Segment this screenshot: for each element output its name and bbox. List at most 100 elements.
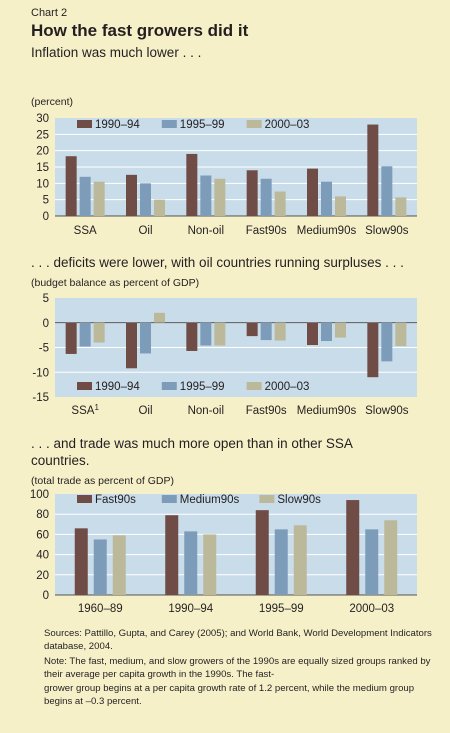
bar xyxy=(126,322,137,369)
panel1-unit-label: (percent) xyxy=(31,96,74,108)
x-tick-label: Fast90s xyxy=(246,405,287,417)
trade-openness-chart: 0 20 40 60 80 100 1960–89 1990–94 1995–99 2000–03… xyxy=(30,489,417,615)
bar xyxy=(395,322,407,347)
legend-swatch xyxy=(77,382,92,390)
bar xyxy=(214,178,226,216)
y-tick-label: -10 xyxy=(32,367,49,379)
legend-swatch xyxy=(77,120,92,128)
legend-swatch xyxy=(161,382,177,390)
bar xyxy=(293,525,307,595)
y-tick-label: 10 xyxy=(36,178,49,190)
y-tick-label: 15 xyxy=(36,162,49,174)
bar xyxy=(112,535,126,595)
y-tick-label: 5 xyxy=(43,195,49,207)
legend-swatch xyxy=(161,120,177,128)
y-tick-label: -15 xyxy=(32,392,49,404)
bar xyxy=(93,539,107,595)
page-title: How the fast growers did it xyxy=(31,21,249,40)
y-tick-label: 20 xyxy=(36,146,49,158)
x-tick-label: Non-oil xyxy=(188,225,224,237)
legend-label: 2000–03 xyxy=(265,381,310,393)
bar xyxy=(335,196,346,216)
y-tick-label: 5 xyxy=(43,293,49,305)
bar xyxy=(184,531,198,595)
budget-balance-chart: -15 -10 -5 0 5 SSA1 Oil Non-oil Fast90s Medium90s… xyxy=(32,293,417,417)
x-tick-label: 1990–94 xyxy=(168,603,213,615)
bar xyxy=(126,174,137,216)
plot-area xyxy=(55,494,417,595)
panel1-subtitle: Inflation was much lower . . . xyxy=(31,45,202,60)
legend-label: 1990–94 xyxy=(95,381,140,393)
y-tick-label: 0 xyxy=(43,318,49,330)
footnote-line1: Note: The fast, medium, and slow growers… xyxy=(44,656,431,681)
x-tick-label: Fast90s xyxy=(246,225,287,237)
panel2-subtitle: . . . deficits were lower, with oil coun… xyxy=(31,255,404,270)
x-tick-label: SSA1 xyxy=(71,403,99,417)
legend-label: 1995–99 xyxy=(180,119,225,131)
x-tick-label: Oil xyxy=(138,225,152,237)
panel3-subtitle: . . . and trade was much more open than … xyxy=(31,436,353,468)
legend-swatch xyxy=(246,120,262,128)
bar xyxy=(321,181,332,216)
bar xyxy=(140,322,151,354)
x-tick-label: SSA xyxy=(74,225,97,237)
bar xyxy=(203,534,217,595)
y-tick-label: 30 xyxy=(36,113,49,125)
legend-swatch xyxy=(77,495,92,503)
y-tick-label: 60 xyxy=(36,529,49,541)
bar xyxy=(140,183,151,216)
bar xyxy=(154,312,165,323)
legend-label: Fast90s xyxy=(95,494,136,506)
bar xyxy=(74,528,88,595)
x-tick-label: Slow90s xyxy=(365,225,409,237)
footnote: Note: The fast, medium, and slow growers… xyxy=(44,655,436,709)
bar xyxy=(367,322,379,378)
bar xyxy=(154,199,165,216)
bar xyxy=(65,156,77,216)
y-tick-label: 0 xyxy=(43,211,49,223)
y-tick-label: 0 xyxy=(43,590,49,602)
bar xyxy=(246,322,258,337)
x-tick-label: Slow90s xyxy=(365,405,409,417)
inflation-chart: 0 5 10 15 20 25 30 SSA Oil Non-oil Fast90s Medium90… xyxy=(36,113,417,237)
x-tick-label: 2000–03 xyxy=(349,603,394,615)
bar xyxy=(260,322,272,341)
bar xyxy=(186,322,198,351)
legend-label: 1995–99 xyxy=(180,381,225,393)
bar xyxy=(165,515,179,595)
legend-label: Medium90s xyxy=(180,494,240,506)
bar xyxy=(186,153,198,216)
panel2-unit-label: (budget balance as percent of GDP) xyxy=(31,277,200,289)
bar xyxy=(246,170,258,216)
bar xyxy=(79,322,91,347)
y-tick-label: 25 xyxy=(36,129,49,141)
x-tick-label: Oil xyxy=(138,405,152,417)
legend-label: 1990–94 xyxy=(95,119,140,131)
bar xyxy=(307,168,318,216)
bar xyxy=(65,322,77,354)
bar xyxy=(93,181,105,216)
legend-label: Slow90s xyxy=(277,494,321,506)
x-tick-label: 1960–89 xyxy=(78,603,123,615)
y-tick-label: 80 xyxy=(36,509,49,521)
bar xyxy=(260,178,272,216)
legend-swatch xyxy=(246,382,262,390)
legend-label: 2000–03 xyxy=(265,119,310,131)
legend-swatch xyxy=(259,495,275,503)
bar xyxy=(255,510,269,595)
bar xyxy=(384,520,398,595)
chart-number-label: Chart 2 xyxy=(31,7,68,19)
x-tick-label: Medium90s xyxy=(297,405,357,417)
bar xyxy=(365,529,379,595)
bar xyxy=(93,322,105,343)
bar xyxy=(274,529,288,595)
bar xyxy=(79,176,91,216)
bar xyxy=(367,124,379,216)
bar xyxy=(274,322,286,341)
bar xyxy=(200,175,212,216)
bar xyxy=(395,197,407,216)
y-tick-label: 100 xyxy=(30,489,49,501)
x-tick-label: Medium90s xyxy=(297,225,357,237)
bar xyxy=(335,322,346,338)
footnote-marker: 1 xyxy=(94,403,99,412)
